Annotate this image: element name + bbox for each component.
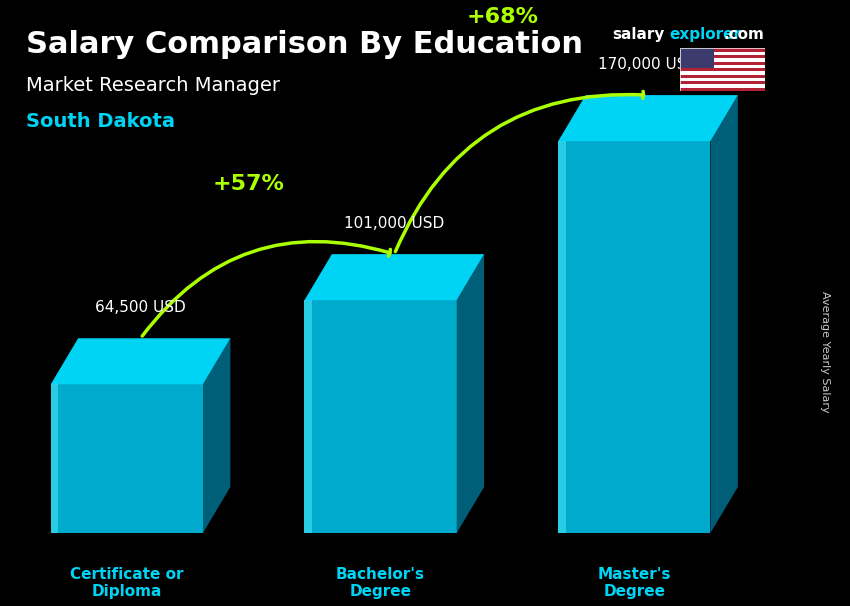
Polygon shape	[558, 95, 738, 141]
Bar	[680, 88, 765, 91]
Text: Bachelor's
Degree: Bachelor's Degree	[336, 567, 425, 599]
Polygon shape	[304, 300, 456, 533]
Polygon shape	[711, 95, 738, 533]
Text: +57%: +57%	[212, 175, 285, 195]
Text: salary: salary	[612, 27, 665, 42]
Polygon shape	[51, 338, 230, 384]
Bar	[680, 62, 765, 65]
Bar	[680, 72, 765, 75]
Text: explorer: explorer	[670, 27, 742, 42]
Polygon shape	[51, 384, 203, 533]
Bar	[680, 48, 765, 52]
Polygon shape	[203, 338, 230, 533]
Text: Salary Comparison By Education: Salary Comparison By Education	[26, 30, 582, 59]
Polygon shape	[51, 384, 59, 533]
Bar	[680, 52, 765, 55]
Bar	[680, 68, 765, 72]
Bar	[680, 58, 765, 62]
Text: Market Research Manager: Market Research Manager	[26, 76, 280, 95]
Polygon shape	[558, 141, 566, 533]
Bar	[680, 65, 765, 68]
Polygon shape	[304, 254, 484, 300]
Bar	[680, 78, 765, 81]
Text: Master's
Degree: Master's Degree	[598, 567, 672, 599]
Polygon shape	[558, 141, 711, 533]
Text: .com: .com	[723, 27, 764, 42]
Polygon shape	[456, 254, 484, 533]
Text: Certificate or
Diploma: Certificate or Diploma	[70, 567, 184, 599]
Text: Average Yearly Salary: Average Yearly Salary	[819, 291, 830, 412]
Bar	[680, 81, 765, 84]
Bar	[680, 55, 765, 58]
Text: 170,000 USD: 170,000 USD	[598, 57, 698, 72]
Bar	[680, 48, 714, 68]
Text: South Dakota: South Dakota	[26, 112, 174, 131]
Text: +68%: +68%	[466, 7, 538, 27]
Bar	[680, 75, 765, 78]
Bar	[680, 84, 765, 88]
Polygon shape	[304, 300, 312, 533]
Text: 64,500 USD: 64,500 USD	[95, 300, 186, 315]
Text: 101,000 USD: 101,000 USD	[344, 216, 445, 231]
